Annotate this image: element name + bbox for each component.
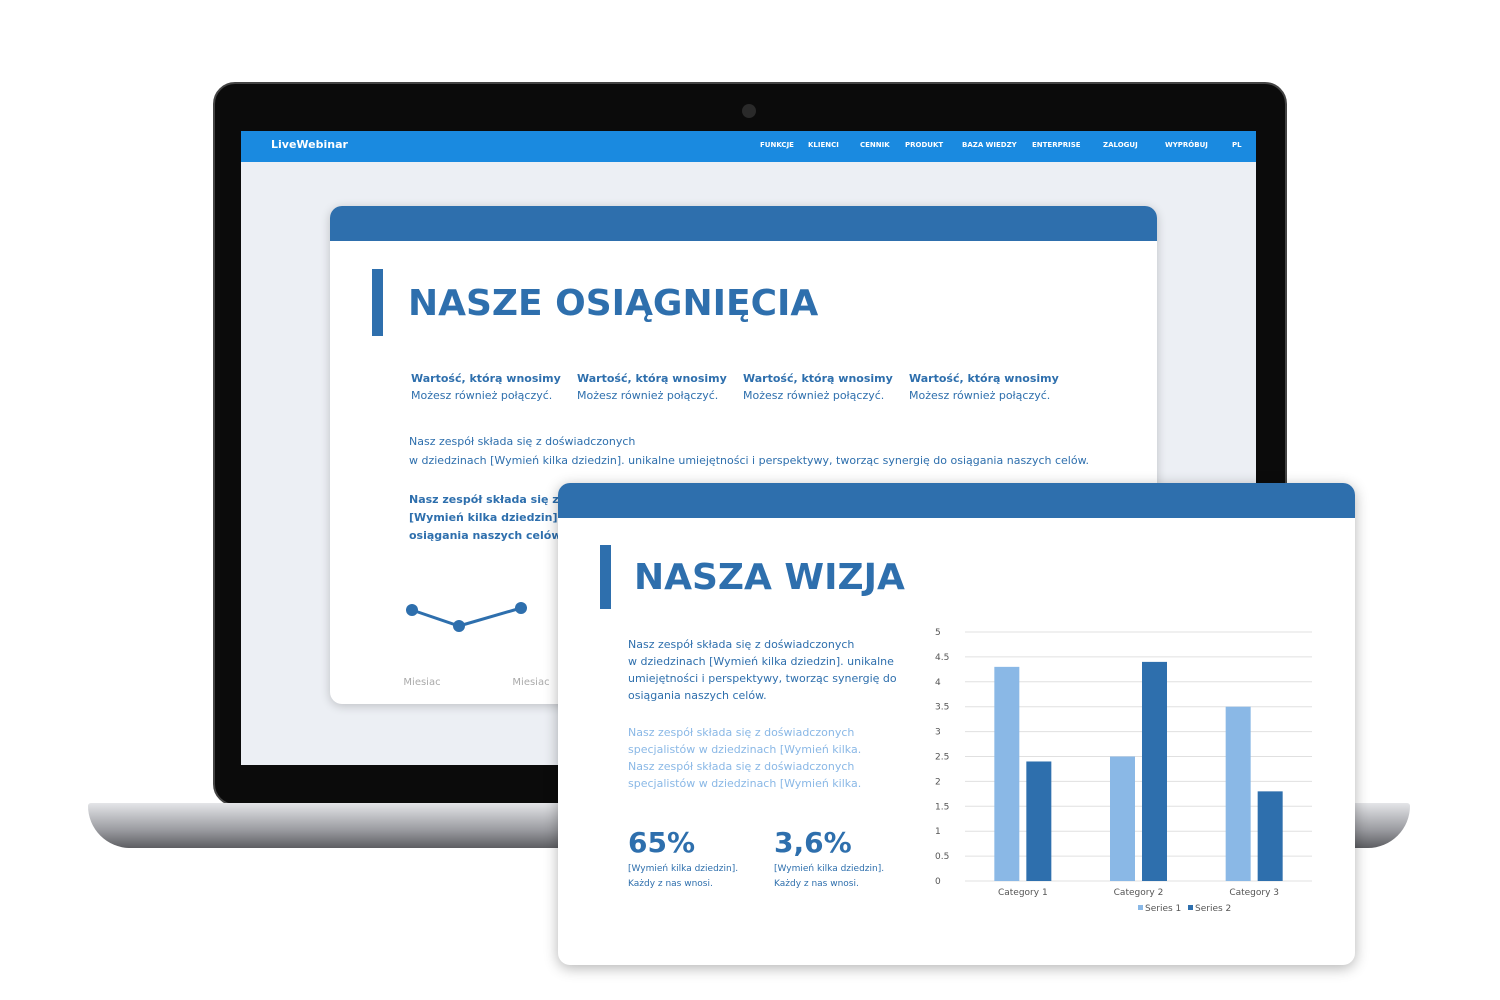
point — [453, 620, 465, 632]
nav-item[interactable]: ENTERPRISE — [1032, 141, 1081, 149]
light-paragraph: Nasz zespół składa się z doświadczonych — [628, 726, 855, 739]
bar — [1026, 761, 1052, 881]
feature-title: Wartość, którą wnosimy — [909, 372, 1059, 385]
legend-swatch — [1138, 905, 1143, 910]
x-tick-label: Category 3 — [1229, 888, 1279, 898]
slide-header — [558, 483, 1355, 518]
nav-item[interactable]: BAZA WIEDZY — [962, 141, 1017, 149]
legend-label: Series 2 — [1195, 904, 1231, 914]
camera — [742, 104, 756, 118]
bold-paragraph: [Wymień kilka dziedzin]. Ka — [409, 511, 582, 524]
nav-item[interactable]: ZALOGUJ — [1103, 141, 1138, 149]
paragraph: umiejętności i perspektywy, tworząc syne… — [628, 672, 897, 685]
bar — [1225, 706, 1251, 881]
accent-bar — [600, 545, 611, 609]
bar — [1142, 661, 1167, 881]
point — [515, 602, 527, 614]
line-chart: Miesiac Miesiac — [403, 602, 550, 688]
nav-item[interactable]: KLIENCI — [808, 141, 839, 149]
stat-text: Każdy z nas wnosi. — [774, 879, 859, 889]
feature-title: Wartość, którą wnosimy — [577, 372, 727, 385]
y-tick-label: 5 — [935, 628, 941, 638]
bar — [1110, 756, 1135, 881]
nav-item[interactable]: FUNKCJE — [760, 141, 794, 149]
stat-text: Każdy z nas wnosi. — [628, 879, 713, 889]
paragraph: w dziedzinach [Wymień kilka dziedzin]. u… — [628, 655, 894, 668]
paragraph: Nasz zespół składa się z doświadczonych — [628, 638, 855, 651]
light-paragraph: specjalistów w dziedzinach [Wymień kilka… — [628, 743, 862, 756]
feature-title: Wartość, którą wnosimy — [411, 372, 561, 385]
y-tick-label: 4.5 — [935, 653, 949, 663]
light-paragraph: specjalistów w dziedzinach [Wymień kilka… — [628, 777, 862, 790]
feature-text: Możesz również połączyć. — [577, 389, 719, 402]
y-tick-label: 4 — [935, 678, 941, 688]
paragraph: osiągania naszych celów. — [628, 689, 767, 702]
slide-header — [330, 206, 1157, 241]
stat-text: [Wymień kilka dziedzin]. — [628, 864, 739, 874]
y-tick-label: 3.5 — [935, 703, 949, 713]
bar — [1257, 791, 1283, 881]
y-tick-label: 2.5 — [935, 753, 949, 763]
feature-title: Wartość, którą wnosimy — [743, 372, 893, 385]
stat-value: 3,6% — [774, 826, 852, 859]
y-tick-label: 1 — [935, 827, 941, 837]
y-tick-label: 0.5 — [935, 852, 949, 862]
legend-swatch — [1188, 905, 1193, 910]
slide-title: NASZA WIZJA — [634, 557, 905, 598]
x-tick-label: Miesiac — [512, 677, 549, 688]
bold-paragraph: Nasz zespół składa się z do — [409, 493, 578, 506]
x-tick-label: Category 1 — [998, 888, 1048, 898]
x-tick-label: Category 2 — [1114, 888, 1164, 898]
bold-paragraph: osiągania naszych celów. — [409, 529, 565, 542]
y-tick-label: 3 — [935, 728, 941, 738]
logo[interactable]: LiveWebinar — [271, 138, 348, 151]
paragraph: Nasz zespół składa się z doświadczonych — [409, 435, 636, 448]
nav-bar: LiveWebinar FUNKCJE KLIENCI CENNIK PRODU… — [241, 131, 1256, 162]
slide-title: NASZE OSIĄGNIĘCIA — [408, 283, 819, 324]
y-tick-label: 1.5 — [935, 802, 949, 812]
nav-item[interactable]: PRODUKT — [905, 141, 944, 149]
slide-card: NASZA WIZJA Nasz zespół składa się z doś… — [558, 483, 1355, 965]
feature-text: Możesz również połączyć. — [411, 389, 553, 402]
legend-label: Series 1 — [1145, 904, 1181, 914]
bar — [994, 666, 1020, 881]
light-paragraph: Nasz zespół składa się z doświadczonych — [628, 760, 855, 773]
stat-text: [Wymień kilka dziedzin]. — [774, 864, 885, 874]
feature-text: Możesz również połączyć. — [909, 389, 1051, 402]
y-tick-label: 0 — [935, 877, 941, 887]
nav-item[interactable]: CENNIK — [860, 141, 890, 149]
nav-item[interactable]: PL — [1232, 141, 1242, 149]
x-tick-label: Miesiac — [403, 677, 440, 688]
bar-chart: 0 0.5 1 1.5 2 2.5 3 3.5 4 4.5 5 Category 1 Category … — [935, 628, 1312, 914]
point — [406, 604, 418, 616]
stat-value: 65% — [628, 826, 696, 859]
line — [411, 606, 522, 628]
accent-bar — [372, 269, 383, 336]
feature-text: Możesz również połączyć. — [743, 389, 885, 402]
paragraph: w dziedzinach [Wymień kilka dziedzin]. u… — [409, 454, 1090, 467]
y-tick-label: 2 — [935, 777, 941, 787]
nav-item[interactable]: WYPRÓBUJ — [1165, 141, 1208, 149]
